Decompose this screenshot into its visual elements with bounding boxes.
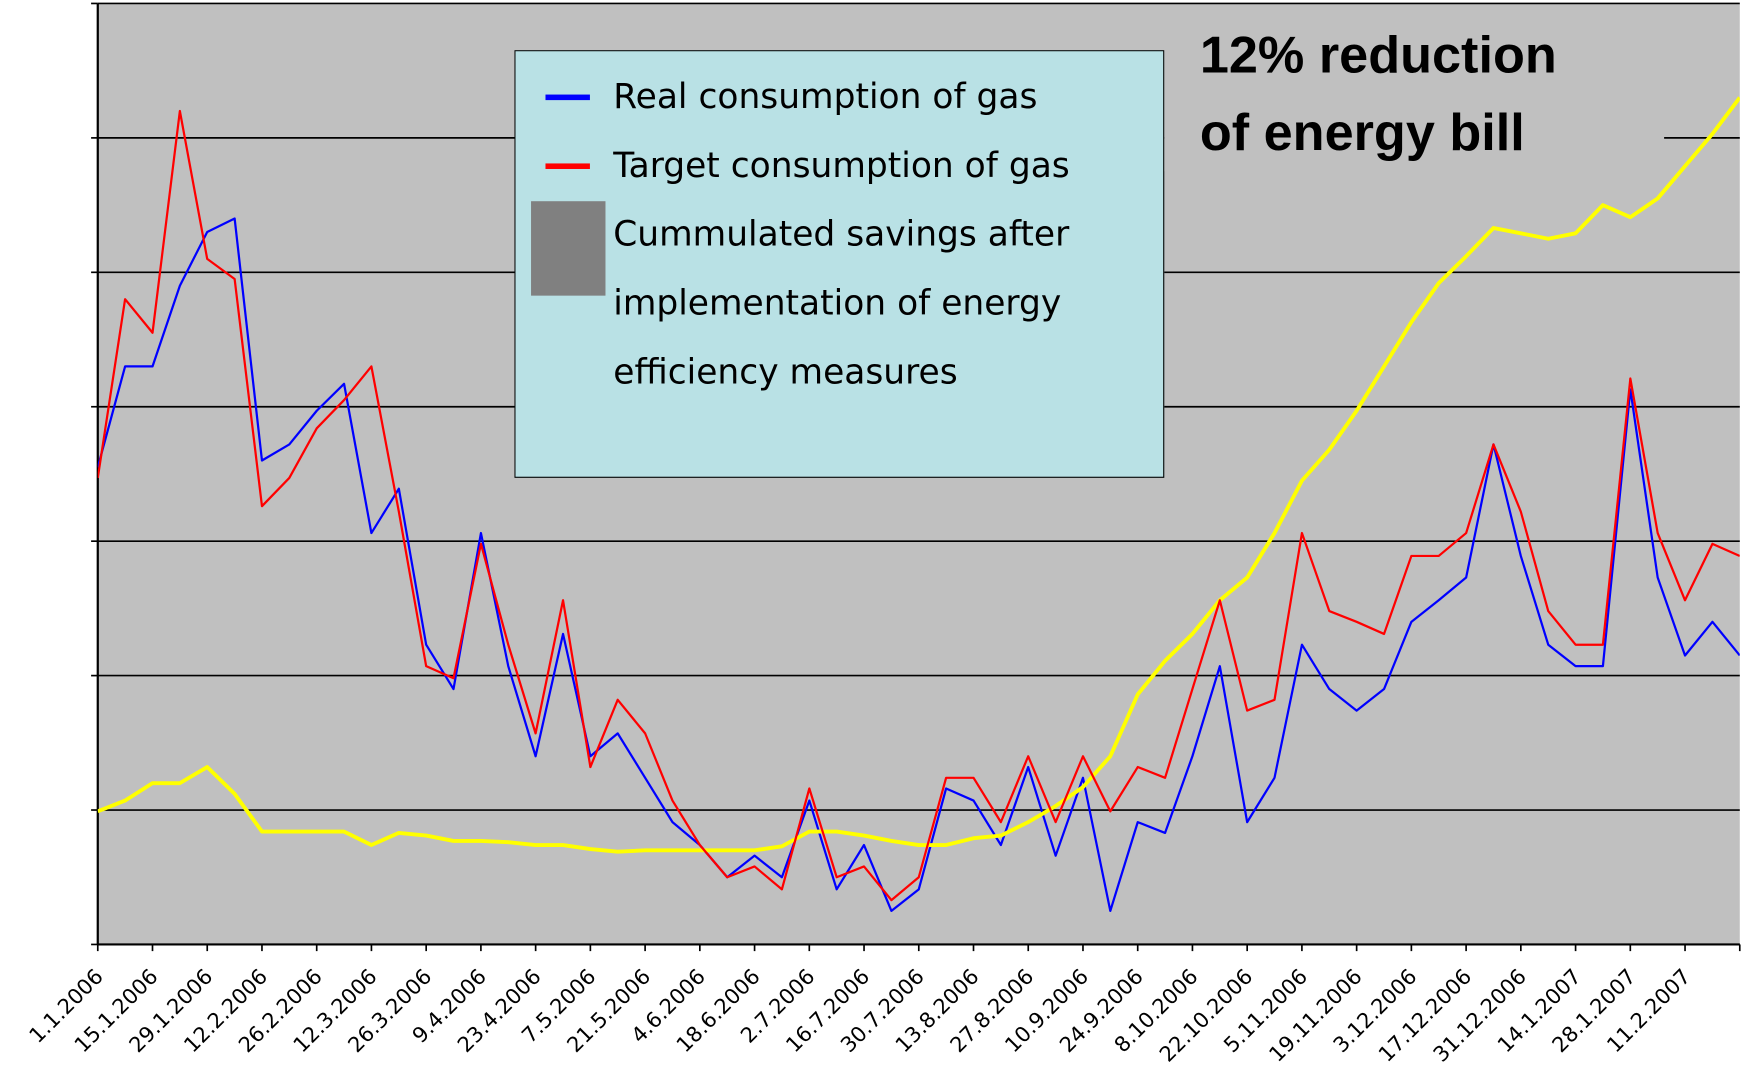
legend-item: Real consumption of gas (545, 62, 1140, 131)
legend-label: Real consumption of gas (613, 76, 1038, 117)
series-line (97, 109, 1740, 902)
series-line (97, 96, 1740, 854)
legend-swatch (545, 163, 590, 169)
legend-swatch-box (531, 201, 606, 296)
legend-box: Real consumption of gas Target consumptio… (514, 50, 1165, 478)
legend-label: Target consumption of gas (613, 145, 1070, 186)
annotation-text: 12% reduction of energy bill (1164, 15, 1665, 172)
annotation: 12% reduction of energy bill (1164, 15, 1665, 172)
legend-swatch (531, 201, 606, 296)
legend-swatch (545, 94, 590, 101)
legend-item: Cummulated savings after implementation … (531, 200, 1140, 407)
legend-item: Target consumption of gas (545, 131, 1140, 200)
annotation-line: 12% reduction (1199, 24, 1557, 84)
legend: Real consumption of gas Target consumptio… (514, 50, 1165, 478)
annotation-line: of energy bill (1199, 102, 1525, 162)
legend-label: Cummulated savings after implementation … (613, 214, 1070, 393)
series-line (97, 217, 1740, 913)
